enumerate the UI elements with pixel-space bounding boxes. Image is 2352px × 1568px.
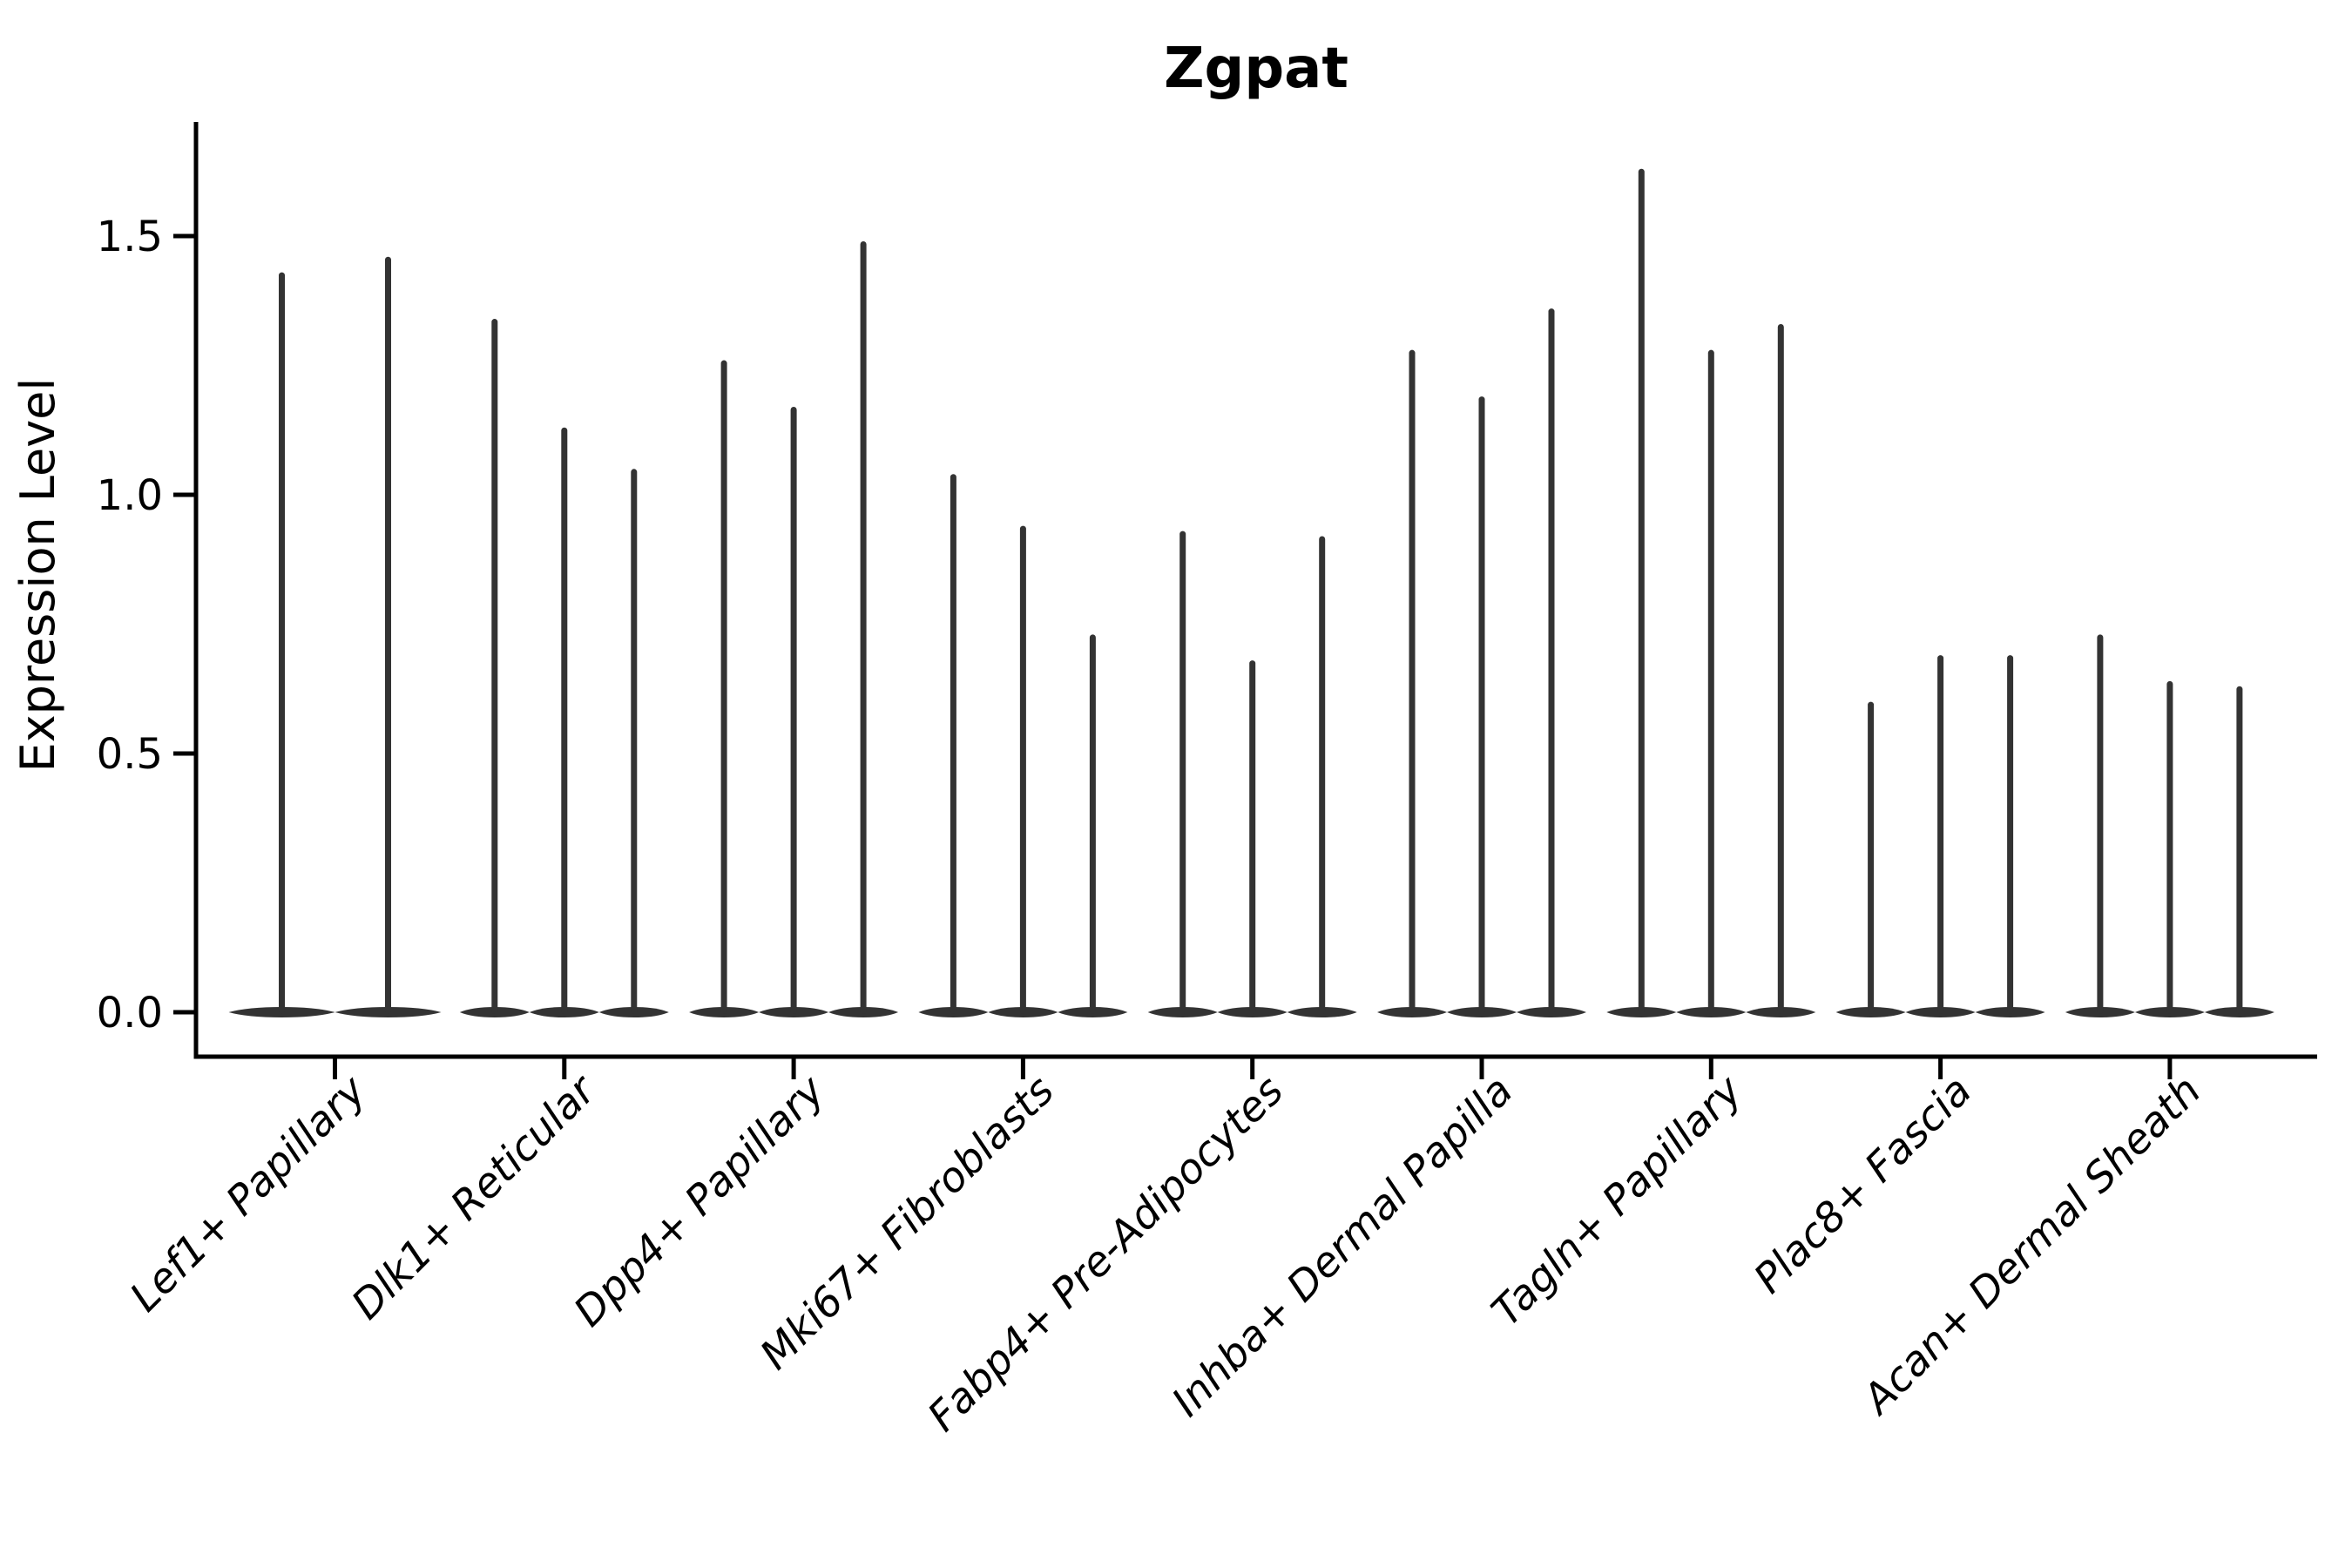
violin-tail [2097, 634, 2104, 1014]
x-tick-label-3: Dpp4+ Papillary [564, 1066, 835, 1336]
violin-tail [385, 256, 391, 1014]
violin-tail [1707, 349, 1714, 1014]
violins-layer [228, 168, 2274, 1017]
x-tick-label-8: Plac8+ Fascia [1745, 1067, 1981, 1303]
y-tick-label-0.5: 0.5 [97, 730, 163, 779]
violin-tail [860, 240, 867, 1014]
plot-title: Zgpat [1164, 37, 1348, 101]
x-tick-label-7: Tagln+ Papillary [1483, 1066, 1753, 1336]
violin-tail [1019, 525, 1026, 1014]
y-tick-label-1.0: 1.0 [97, 471, 163, 520]
violin-tail [2236, 686, 2243, 1014]
x-tick-label-1: Lef1+ Papillary [121, 1066, 376, 1321]
violin-tail [491, 319, 498, 1014]
violin-tail [1179, 531, 1186, 1014]
violin-tail [2007, 655, 2014, 1014]
violin-tail [1868, 701, 1875, 1014]
violin-tail [561, 427, 568, 1014]
violin-tail [1937, 655, 1944, 1014]
violin-tail [1089, 634, 1096, 1014]
axes-layer [193, 122, 2317, 1059]
violin-tail [1409, 349, 1416, 1014]
violin-tail [1249, 660, 1256, 1014]
violin-tail [631, 469, 638, 1014]
violin-tail [1548, 308, 1555, 1014]
violin-tail [2166, 680, 2173, 1014]
violin-tail [1478, 396, 1485, 1014]
violin-tail [950, 474, 956, 1014]
violin-tail [1777, 323, 1784, 1015]
violin-tail [1638, 168, 1645, 1014]
violin-tail [720, 360, 727, 1014]
violin-tail [790, 407, 797, 1014]
violin-tail [279, 272, 285, 1015]
y-tick-label-0.0: 0.0 [97, 989, 163, 1037]
y-axis-label: Expression Level [10, 378, 65, 773]
violin-tail [1319, 536, 1326, 1014]
y-tick-label-1.5: 1.5 [97, 213, 163, 261]
x-tick-label-2: Dlk1+ Reticular [342, 1065, 606, 1329]
